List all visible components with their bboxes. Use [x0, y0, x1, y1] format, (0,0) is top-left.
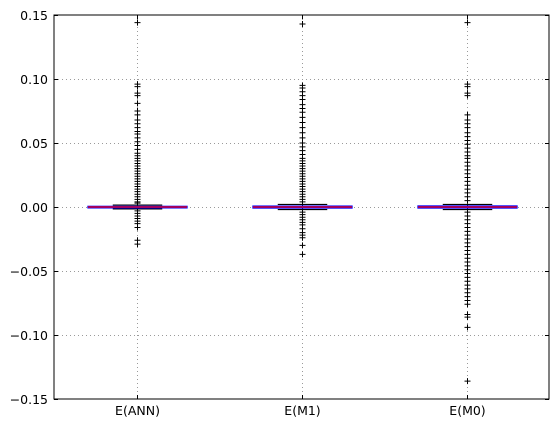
outlier-marker	[299, 20, 306, 27]
outlier-marker	[299, 242, 306, 249]
box-group	[252, 20, 353, 258]
x-tick-label: E(ANN)	[115, 403, 160, 418]
box-group	[417, 19, 518, 385]
outlier-marker	[464, 92, 471, 99]
outlier-marker	[134, 111, 141, 118]
y-tick-label: −0.05	[10, 264, 48, 279]
outlier-marker	[134, 200, 141, 207]
outlier-marker	[464, 83, 471, 90]
boxes	[87, 19, 518, 385]
outlier-marker	[299, 96, 306, 103]
y-tick-label: 0.15	[20, 8, 48, 23]
outlier-marker	[134, 224, 141, 231]
outlier-marker	[464, 378, 471, 385]
outlier-marker	[134, 241, 141, 248]
outlier-marker	[299, 124, 306, 131]
outlier-marker	[299, 114, 306, 121]
outlier-marker	[134, 83, 141, 90]
y-tick-label: −0.10	[10, 328, 48, 343]
outlier-marker	[464, 19, 471, 26]
outlier-marker	[299, 198, 306, 205]
outlier-marker	[464, 197, 471, 204]
outlier-marker	[464, 124, 471, 131]
x-tick-label: E(M0)	[449, 403, 485, 418]
outlier-marker	[299, 234, 306, 241]
outlier-marker	[299, 119, 306, 126]
outlier-marker	[299, 109, 306, 116]
box-group	[87, 19, 188, 248]
outlier-marker	[299, 134, 306, 141]
outlier-marker	[134, 19, 141, 26]
y-tick-label: 0.05	[20, 136, 48, 151]
ticks	[54, 15, 549, 400]
outlier-marker	[299, 129, 306, 136]
outlier-marker	[134, 92, 141, 99]
outlier-marker	[134, 100, 141, 107]
outlier-marker	[464, 111, 471, 118]
outlier-marker	[464, 301, 471, 308]
outlier-marker	[464, 324, 471, 331]
y-tick-label: 0.00	[20, 200, 48, 215]
x-tick-label: E(M1)	[284, 403, 320, 418]
outlier-marker	[299, 251, 306, 258]
y-tick-label: 0.10	[20, 72, 48, 87]
tick-labels: −0.15 −0.10 −0.05 0.00 0.05 0.10 0.15 E(ANN) E(M…	[10, 8, 486, 418]
outlier-marker	[464, 314, 471, 321]
y-tick-label: −0.15	[10, 392, 48, 407]
